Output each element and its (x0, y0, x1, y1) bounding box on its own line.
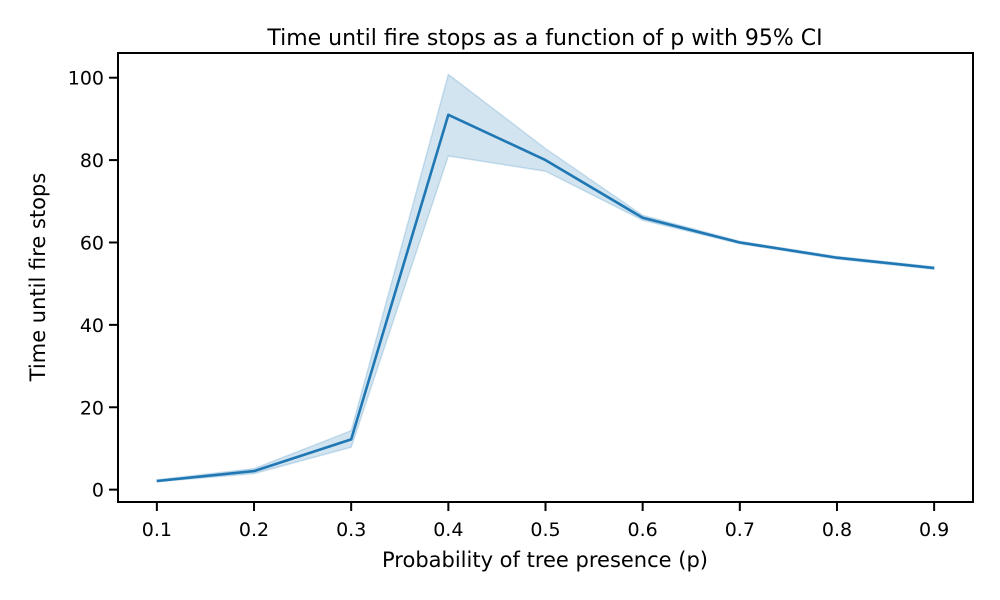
y-tick-label: 80 (80, 150, 104, 172)
chart-title: Time until fire stops as a function of p… (266, 26, 822, 51)
x-tick-label: 0.3 (336, 519, 366, 541)
x-tick-label: 0.1 (142, 519, 172, 541)
y-tick-label: 60 (80, 232, 104, 254)
y-axis: 0 20 40 60 80 100 (68, 68, 118, 502)
y-axis-label: Time until fire stops (26, 173, 50, 383)
x-tick-label: 0.6 (628, 519, 658, 541)
y-tick-label: 0 (92, 480, 104, 502)
plot-frame (117, 52, 974, 503)
y-tick-label: 100 (68, 68, 104, 90)
x-axis-label: Probability of tree presence (p) (382, 548, 708, 572)
x-tick-label: 0.9 (919, 519, 949, 541)
y-tick-label: 20 (80, 397, 104, 419)
x-tick-label: 0.2 (239, 519, 269, 541)
x-tick-label: 0.5 (530, 519, 560, 541)
x-tick-label: 0.4 (433, 519, 463, 541)
ci-band-layer (156, 73, 935, 483)
y-tick-label: 40 (80, 315, 104, 337)
x-axis: 0.1 0.2 0.3 0.4 0.5 0.6 0.7 0.8 0.9 (142, 502, 949, 541)
x-tick-label: 0.7 (725, 519, 755, 541)
x-tick-label: 0.8 (822, 519, 852, 541)
ci-band (156, 73, 935, 483)
line-layer (156, 113, 935, 483)
